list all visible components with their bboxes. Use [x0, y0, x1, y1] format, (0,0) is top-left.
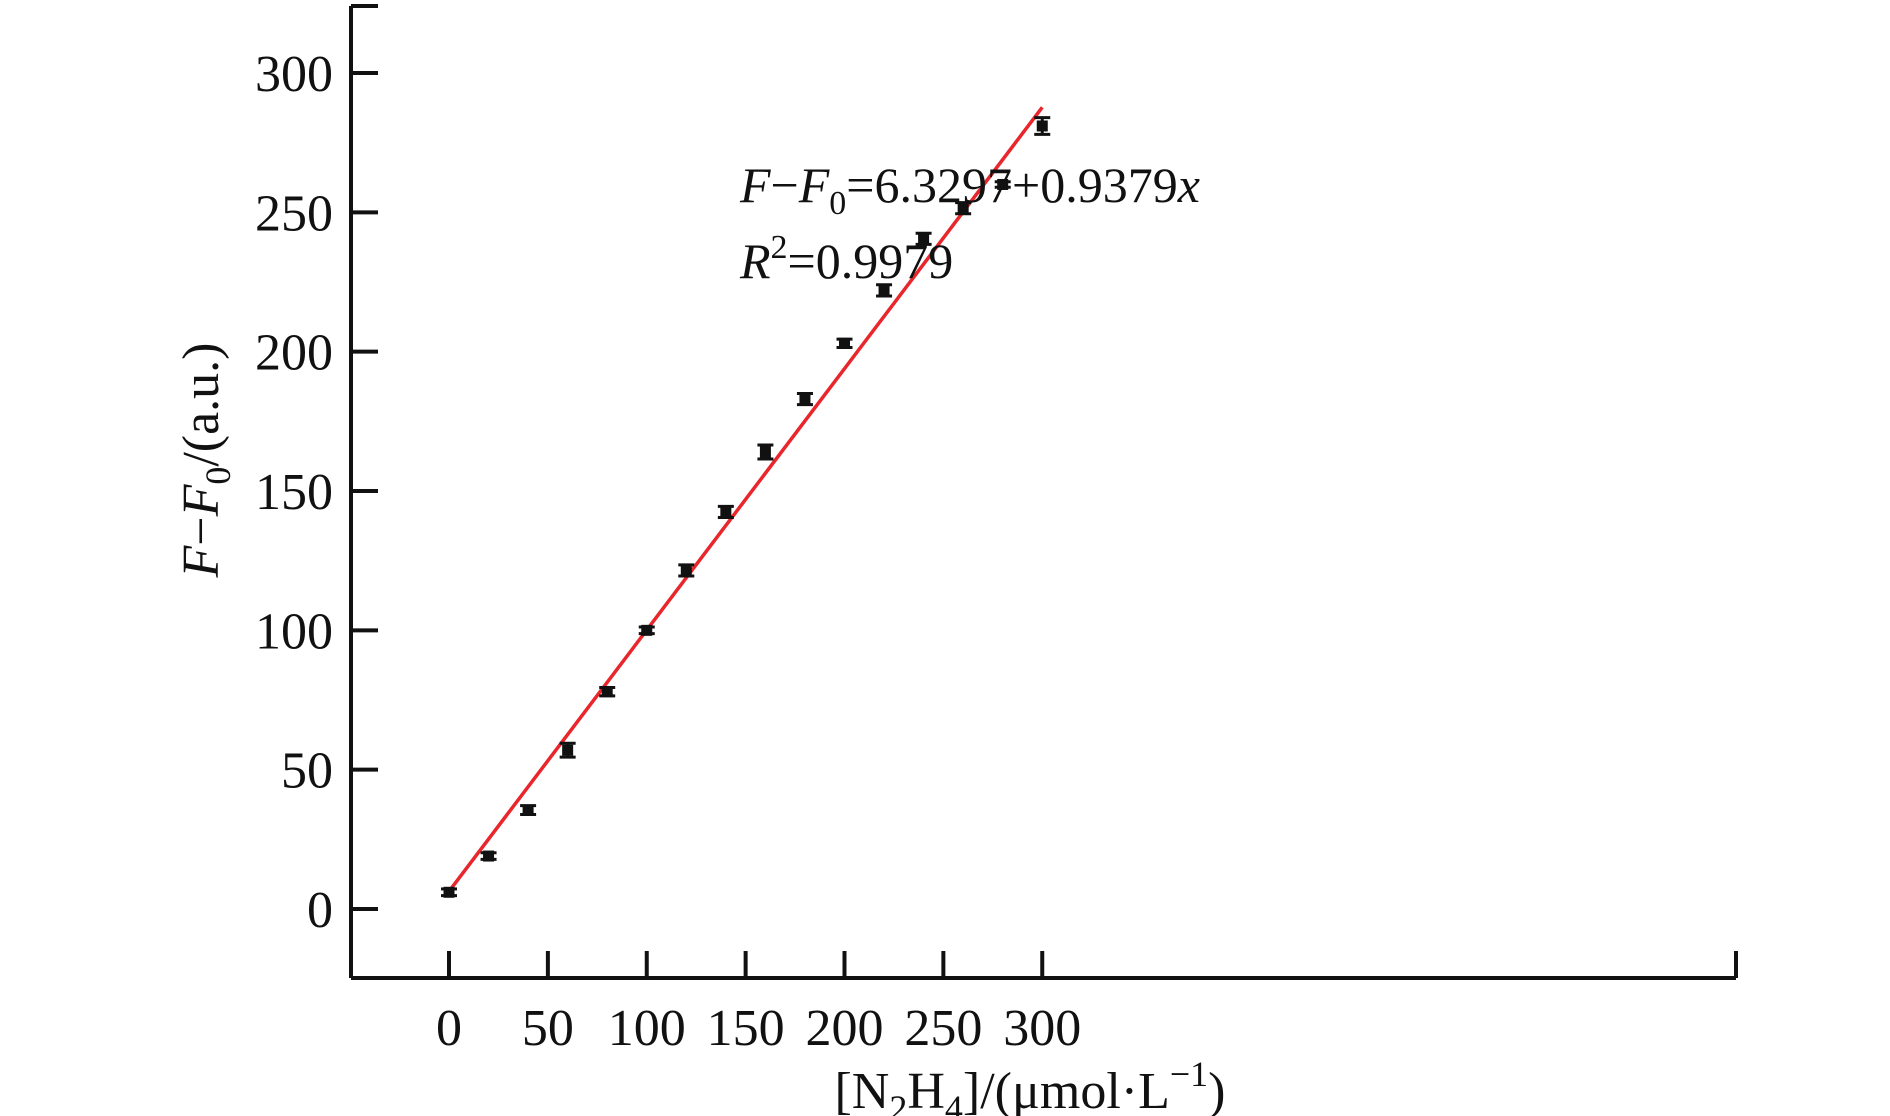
data-point: [641, 624, 653, 636]
data-point: [957, 202, 969, 214]
y-tick-label-200: 200: [255, 325, 333, 382]
x-tick-label-250: 250: [904, 1000, 982, 1057]
x-tick-label-100: 100: [608, 1000, 686, 1057]
y-tick-labels: 0 50 100 150 200 250 300: [255, 46, 333, 939]
x-tick-labels: 0 50 100 150 200 250 300: [436, 1000, 1081, 1057]
y-tick-label-300: 300: [255, 46, 333, 103]
data-point: [839, 337, 850, 349]
data-point: [720, 506, 732, 518]
data-point: [878, 284, 890, 296]
fit-equation: F−F0=6.3297+0.9379x: [739, 157, 1200, 222]
y-tick-label-250: 250: [255, 185, 333, 242]
y-tick-label-150: 150: [255, 464, 333, 521]
y-tick-label-50: 50: [281, 743, 333, 800]
data-point: [759, 446, 771, 458]
data-point: [562, 744, 574, 756]
data-point: [483, 850, 495, 862]
y-tick-label-100: 100: [255, 603, 333, 660]
x-tick-label-50: 50: [522, 1000, 574, 1057]
r-squared-label: R2=0.9979: [739, 229, 953, 289]
data-point: [680, 564, 692, 576]
x-ticks: [447, 951, 1045, 978]
x-axis-title: [N2H4]/(μmol·L−1): [834, 1054, 1225, 1116]
y-axis-title: F−F0/(a.u.): [173, 342, 238, 578]
y-ticks: [351, 71, 378, 911]
y-tick-label-0: 0: [307, 882, 333, 939]
fit-line: [447, 106, 1044, 893]
data-point: [997, 178, 1009, 190]
data-point: [601, 686, 613, 698]
data-point: [443, 886, 455, 898]
data-point: [1036, 120, 1048, 132]
data-points: [443, 120, 1048, 898]
data-point: [918, 233, 930, 245]
data-point: [522, 804, 534, 816]
x-tick-label-150: 150: [707, 1000, 785, 1057]
x-tick-label-300: 300: [1003, 1000, 1081, 1057]
data-point: [799, 393, 811, 405]
plot-frame: [349, 4, 1738, 980]
x-tick-label-0: 0: [436, 1000, 462, 1057]
x-tick-label-200: 200: [806, 1000, 884, 1057]
